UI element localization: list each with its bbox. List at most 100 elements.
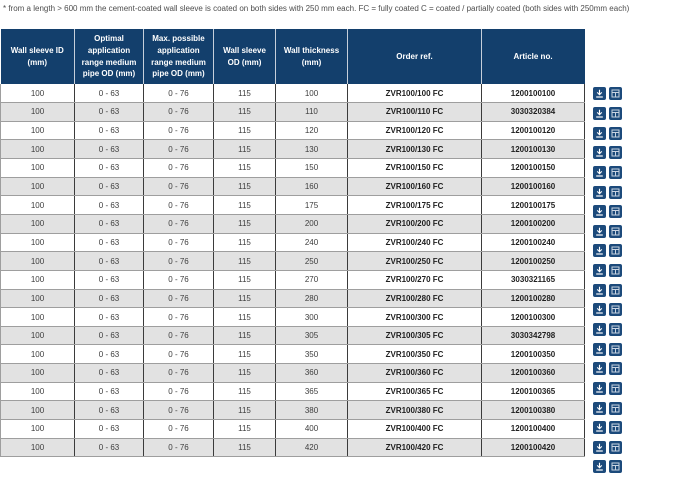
download-button[interactable]	[593, 165, 606, 179]
download-button[interactable]	[593, 244, 606, 258]
download-icon	[595, 325, 604, 334]
download-icon	[595, 286, 604, 295]
cell-wall-sleeve-od: 115	[213, 139, 276, 160]
datasheet-button[interactable]	[609, 244, 622, 258]
datasheet-button[interactable]	[609, 342, 622, 356]
datasheet-button[interactable]	[609, 87, 622, 101]
cell-article-no: 1200100120	[481, 121, 585, 141]
datasheet-button[interactable]	[609, 460, 622, 474]
cell-wall-sleeve-id: 100	[0, 177, 75, 197]
datasheet-button[interactable]	[609, 283, 622, 297]
cell-article-no: 1200100300	[481, 307, 585, 327]
download-icon	[595, 89, 604, 98]
cell-wall-sleeve-id: 100	[0, 158, 75, 178]
datasheet-button[interactable]	[609, 264, 622, 278]
table-row: 100 0 - 63 0 - 76 115 160 ZVR100/160 FC 120010…	[0, 177, 585, 197]
cell-optimal-range: 0 - 63	[74, 289, 144, 309]
cell-order-ref: ZVR100/270 FC	[347, 270, 482, 290]
datasheet-icon	[611, 443, 620, 452]
datasheet-button[interactable]	[609, 106, 622, 120]
download-button[interactable]	[593, 126, 606, 140]
download-icon	[595, 404, 604, 413]
cell-wall-sleeve-id: 100	[0, 382, 75, 402]
download-icon	[595, 384, 604, 393]
cell-max-range: 0 - 76	[143, 139, 214, 160]
datasheet-button[interactable]	[609, 440, 622, 454]
download-button[interactable]	[593, 440, 606, 454]
download-button[interactable]	[593, 264, 606, 278]
download-button[interactable]	[593, 381, 606, 395]
cell-article-no: 1200100350	[481, 344, 585, 365]
download-button[interactable]	[593, 303, 606, 317]
header-cell-wall-sleeve-id: Wall sleeve ID (mm)	[0, 29, 75, 84]
product-table: Wall sleeve ID (mm) Optimal application r…	[0, 29, 585, 458]
download-button[interactable]	[593, 224, 606, 238]
download-button[interactable]	[593, 87, 606, 101]
datasheet-button[interactable]	[609, 421, 622, 435]
cell-max-range: 0 - 76	[143, 438, 214, 458]
cell-max-range: 0 - 76	[143, 326, 214, 346]
datasheet-button[interactable]	[609, 362, 622, 376]
datasheet-button[interactable]	[609, 126, 622, 140]
download-icon	[595, 266, 604, 275]
download-button[interactable]	[593, 106, 606, 120]
cell-wall-sleeve-od: 115	[213, 400, 276, 421]
download-button[interactable]	[593, 185, 606, 199]
cell-order-ref: ZVR100/250 FC	[347, 251, 482, 271]
table-row: 100 0 - 63 0 - 76 115 420 ZVR100/420 FC 120010…	[0, 438, 585, 458]
table-row: 100 0 - 63 0 - 76 115 400 ZVR100/400 FC 120010…	[0, 419, 585, 439]
header-cell-max-range: Max. possible application range medium p…	[143, 29, 214, 84]
cell-wall-sleeve-od: 115	[213, 102, 276, 122]
download-icon	[595, 129, 604, 138]
download-button[interactable]	[593, 460, 606, 474]
datasheet-button[interactable]	[609, 303, 622, 317]
cell-wall-sleeve-od: 115	[213, 214, 276, 234]
datasheet-button[interactable]	[609, 185, 622, 199]
cell-optimal-range: 0 - 63	[74, 102, 144, 122]
header-cell-order-ref: Order ref.	[347, 29, 482, 84]
datasheet-button[interactable]	[609, 323, 622, 336]
datasheet-button[interactable]	[609, 165, 622, 179]
cell-order-ref: ZVR100/305 FC	[347, 326, 482, 346]
datasheet-button[interactable]	[609, 224, 622, 238]
cell-article-no: 3030321165	[481, 270, 585, 290]
download-button[interactable]	[593, 205, 606, 219]
download-button[interactable]	[593, 362, 606, 376]
row-actions	[593, 261, 622, 281]
cell-wall-sleeve-od: 115	[213, 121, 276, 141]
download-button[interactable]	[593, 421, 606, 435]
datasheet-button[interactable]	[609, 146, 622, 160]
cell-wall-sleeve-id: 100	[0, 438, 75, 458]
cell-order-ref: ZVR100/350 FC	[347, 344, 482, 365]
datasheet-icon	[611, 109, 620, 118]
cell-optimal-range: 0 - 63	[74, 363, 144, 383]
download-button[interactable]	[593, 283, 606, 297]
table-row: 100 0 - 63 0 - 76 115 100 ZVR100/100 FC 120010…	[0, 84, 585, 104]
cell-max-range: 0 - 76	[143, 400, 214, 421]
cell-optimal-range: 0 - 63	[74, 195, 144, 215]
datasheet-icon	[611, 345, 620, 354]
cell-wall-sleeve-id: 100	[0, 121, 75, 141]
cell-optimal-range: 0 - 63	[74, 121, 144, 141]
cell-article-no: 1200100365	[481, 382, 585, 402]
table-row: 100 0 - 63 0 - 76 115 305 ZVR100/305 FC 303034…	[0, 326, 585, 346]
download-button[interactable]	[593, 342, 606, 356]
datasheet-button[interactable]	[609, 401, 622, 415]
download-button[interactable]	[593, 146, 606, 160]
download-button[interactable]	[593, 401, 606, 415]
datasheet-icon	[611, 246, 620, 255]
row-actions	[593, 438, 622, 458]
cell-wall-thickness: 305	[275, 326, 348, 346]
download-icon	[595, 207, 604, 216]
cell-wall-sleeve-od: 115	[213, 177, 276, 197]
cell-order-ref: ZVR100/365 FC	[347, 382, 482, 402]
cell-article-no: 1200100200	[481, 214, 585, 234]
row-actions	[593, 241, 622, 261]
row-actions	[593, 398, 622, 418]
header-cell-optimal-range: Optimal application range medium pipe OD…	[74, 29, 144, 84]
download-button[interactable]	[593, 323, 606, 336]
cell-article-no: 1200100380	[481, 400, 585, 421]
datasheet-button[interactable]	[609, 381, 622, 395]
datasheet-button[interactable]	[609, 205, 622, 219]
cell-article-no: 1200100100	[481, 84, 585, 104]
